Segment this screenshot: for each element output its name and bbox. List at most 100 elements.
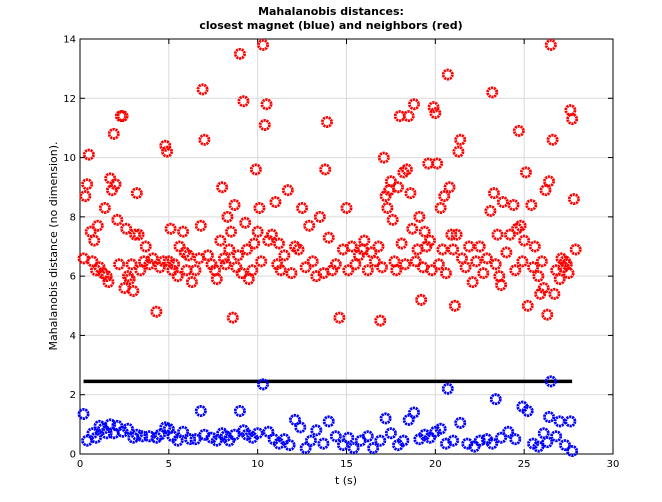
neighbor-point xyxy=(422,157,435,170)
neighbor-point xyxy=(413,210,426,223)
closest-point xyxy=(77,407,90,420)
neighbor-point xyxy=(525,198,538,211)
neighbor-point xyxy=(146,252,159,265)
x-tick-label: 5 xyxy=(166,459,172,470)
neighbor-point xyxy=(447,243,460,256)
neighbor-point xyxy=(495,279,508,292)
x-tick-label: 25 xyxy=(518,459,531,470)
neighbor-point xyxy=(496,196,509,209)
closest-point xyxy=(162,422,175,435)
neighbor-point xyxy=(431,157,444,170)
neighbor-point xyxy=(368,255,381,268)
neighbor-point xyxy=(548,287,561,300)
closest-point xyxy=(342,431,355,444)
x-tick-label: 30 xyxy=(607,459,620,470)
neighbor-point xyxy=(116,110,129,123)
x-tick-label: 20 xyxy=(429,459,442,470)
closest-point xyxy=(210,434,223,447)
neighbor-point xyxy=(509,264,522,277)
neighbor-point xyxy=(198,133,211,146)
neighbor-point xyxy=(473,240,486,253)
neighbor-point xyxy=(77,252,90,265)
neighbor-point xyxy=(171,270,184,283)
closest-point xyxy=(136,430,149,443)
data-marks xyxy=(77,38,582,458)
closest-point xyxy=(121,422,134,435)
neighbor-point xyxy=(150,305,163,318)
closest-point xyxy=(379,412,392,425)
neighbor-point xyxy=(306,255,319,268)
neighbor-point xyxy=(118,281,131,294)
neighbor-point xyxy=(81,178,94,191)
neighbor-point xyxy=(518,234,531,247)
closest-point xyxy=(310,424,323,437)
neighbor-point xyxy=(340,201,353,214)
neighbor-point xyxy=(480,252,493,265)
closest-point xyxy=(521,405,534,418)
neighbor-point xyxy=(489,258,502,271)
neighbor-point xyxy=(336,243,349,256)
neighbor-point xyxy=(393,110,406,123)
neighbor-point xyxy=(127,284,140,297)
neighbor-point xyxy=(189,264,202,277)
neighbor-point xyxy=(399,258,412,271)
neighbor-point xyxy=(329,258,342,271)
y-tick-label: 4 xyxy=(70,331,76,342)
neighbor-point xyxy=(239,216,252,229)
neighbor-point xyxy=(177,225,190,238)
closest-point xyxy=(544,375,557,388)
neighbor-point xyxy=(196,83,209,96)
neighbor-point xyxy=(445,228,458,241)
neighbor-point xyxy=(507,198,520,211)
neighbor-point xyxy=(256,38,269,51)
closest-point xyxy=(361,430,374,443)
neighbor-point xyxy=(303,219,316,232)
neighbor-point xyxy=(139,240,152,253)
neighbor-point xyxy=(436,243,449,256)
closest-point xyxy=(336,439,349,452)
closest-point xyxy=(489,393,502,406)
neighbor-point xyxy=(217,252,230,265)
neighbor-point xyxy=(246,264,259,277)
neighbor-point xyxy=(98,201,111,214)
neighbor-point xyxy=(491,228,504,241)
closest-point xyxy=(408,406,421,419)
closest-point xyxy=(367,442,380,455)
neighbor-point xyxy=(258,118,271,131)
neighbor-point xyxy=(374,314,387,327)
neighbor-point xyxy=(185,276,198,289)
closest-point xyxy=(233,405,246,418)
neighbor-point xyxy=(159,139,172,152)
closest-point xyxy=(171,434,184,447)
closest-point xyxy=(434,422,447,435)
neighbor-point xyxy=(235,267,248,280)
neighbor-point xyxy=(182,249,195,262)
neighbor-point xyxy=(546,133,559,146)
neighbor-point xyxy=(109,178,122,191)
closest-point xyxy=(374,434,387,447)
neighbor-point xyxy=(241,243,254,256)
neighbor-point xyxy=(484,204,497,217)
closest-point xyxy=(454,416,467,429)
chart-subtitle: closest magnet (blue) and neighbors (red… xyxy=(199,19,462,32)
closest-point xyxy=(322,415,335,428)
neighbor-point xyxy=(441,68,454,81)
neighbor-point xyxy=(427,101,440,114)
neighbor-point xyxy=(249,163,262,176)
neighbor-point xyxy=(88,234,101,247)
x-tick-label: 10 xyxy=(251,459,264,470)
closest-point xyxy=(541,436,554,449)
neighbor-point xyxy=(269,196,282,209)
x-tick-label: 0 xyxy=(77,459,83,470)
neighbor-point xyxy=(463,240,476,253)
closest-point xyxy=(189,433,202,446)
neighbor-point xyxy=(477,267,490,280)
neighbor-point xyxy=(487,187,500,200)
neighbor-point xyxy=(516,255,529,268)
neighbor-point xyxy=(541,308,554,321)
y-tick-label: 0 xyxy=(70,450,76,461)
closest-point xyxy=(184,433,197,446)
neighbor-point xyxy=(214,234,227,247)
neighbor-point xyxy=(226,311,239,324)
